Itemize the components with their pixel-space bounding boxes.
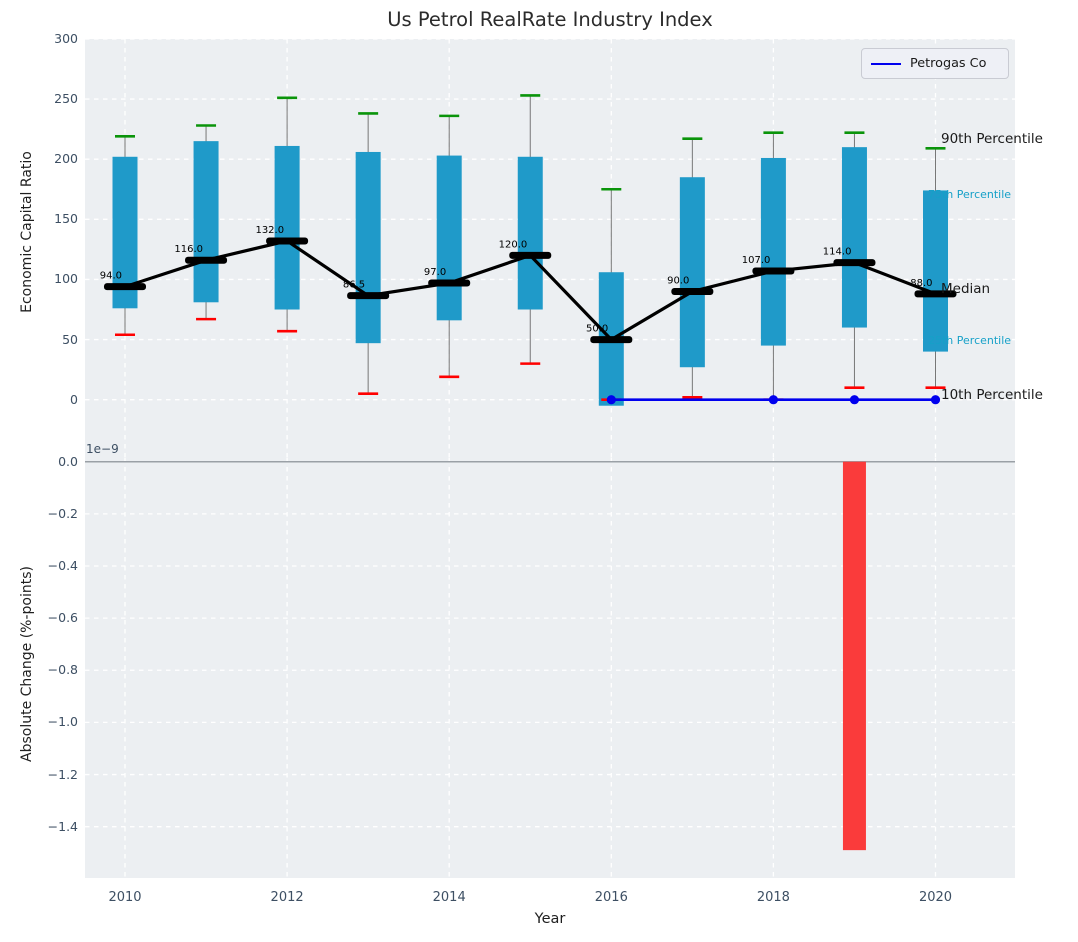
median-value-label: 97.0 <box>424 267 446 278</box>
bottom-y-tick-label: −0.6 <box>47 610 78 626</box>
top-y-tick-label: 100 <box>54 271 78 287</box>
chart-title: Us Petrol RealRate Industry Index <box>387 8 713 31</box>
x-axis-label: Year <box>534 911 566 927</box>
box-bar <box>274 145 300 310</box>
median-value-label: 114.0 <box>823 247 852 258</box>
top-y-tick-label: 50 <box>62 331 78 347</box>
top-y-tick-label: 250 <box>54 91 78 107</box>
median-value-label: 107.0 <box>742 255 771 266</box>
bottom-y-tick-label: −0.2 <box>47 505 78 521</box>
annotation-median: Median <box>941 281 991 298</box>
x-tick-label: 2012 <box>270 890 304 905</box>
annotation-90th-percentile: 90th Percentile <box>941 130 1043 147</box>
x-tick-label: 2020 <box>918 890 953 905</box>
median-marker <box>509 251 552 259</box>
petrogas-marker <box>768 395 779 405</box>
annotation-10th-percentile: 10th Percentile <box>941 386 1043 403</box>
box-bar <box>517 156 543 310</box>
y-axis-offset-label: 1e−9 <box>86 442 119 456</box>
median-marker <box>833 259 876 267</box>
bottom-y-tick-label: 0.0 <box>58 453 78 469</box>
box-bar <box>193 141 219 303</box>
box-bar <box>355 151 381 344</box>
bottom-y-tick-label: −1.0 <box>47 714 78 730</box>
bottom-y-tick-label: −1.4 <box>47 818 78 834</box>
top-y-tick-label: 200 <box>54 151 78 167</box>
median-marker <box>347 292 390 300</box>
annotation-75th-percentile: 75th Percentile <box>928 187 1012 201</box>
median-value-label: 120.0 <box>499 239 528 250</box>
median-marker <box>428 279 471 287</box>
median-value-label: 50.0 <box>586 324 608 335</box>
x-tick-label: 2018 <box>756 890 790 905</box>
median-marker <box>266 237 309 245</box>
median-marker <box>752 267 795 275</box>
box-bar <box>679 177 705 368</box>
bottom-y-tick-label: −0.4 <box>47 557 78 573</box>
median-value-label: 116.0 <box>174 244 203 255</box>
petrogas-marker <box>930 395 941 405</box>
box-bar <box>436 155 462 321</box>
median-marker <box>104 283 146 291</box>
top-y-tick-label: 0 <box>70 391 78 407</box>
petrogas-marker <box>849 395 860 405</box>
box-bar <box>841 147 867 328</box>
median-value-label: 90.0 <box>667 275 689 286</box>
median-marker <box>590 336 633 344</box>
box-bar <box>760 157 786 346</box>
median-value-label: 88.0 <box>910 278 932 289</box>
median-value-label: 94.0 <box>100 271 122 282</box>
petrogas-marker <box>606 395 616 405</box>
box-bar <box>923 190 948 352</box>
x-tick-label: 2014 <box>432 890 466 905</box>
median-value-label: 132.0 <box>255 225 284 236</box>
top-y-tick-label: 150 <box>54 211 78 227</box>
median-marker <box>914 290 957 298</box>
x-tick-label: 2016 <box>594 890 628 905</box>
top-chart-svg: 94.0 116.0 132.0 86.5 97.0 120.0 50.0 90.0 107.0… <box>85 38 1015 458</box>
legend: Petrogas Co <box>861 48 1009 79</box>
x-tick-label: 2010 <box>108 890 142 905</box>
median-value-label: 86.5 <box>343 280 365 291</box>
top-y-tick-label: 300 <box>54 30 78 46</box>
bottom-y-tick-label: −0.8 <box>47 662 78 678</box>
annotation-25th-percentile: 25th Percentile <box>928 333 1012 347</box>
legend-label: Petrogas Co <box>910 56 987 71</box>
median-marker <box>185 256 228 264</box>
bottom-chart-svg <box>85 458 1015 878</box>
median-marker <box>671 287 714 295</box>
legend-line-sample <box>871 62 901 65</box>
bottom-y-tick-label: −1.2 <box>47 766 78 782</box>
negative-change-bar <box>842 461 866 851</box>
